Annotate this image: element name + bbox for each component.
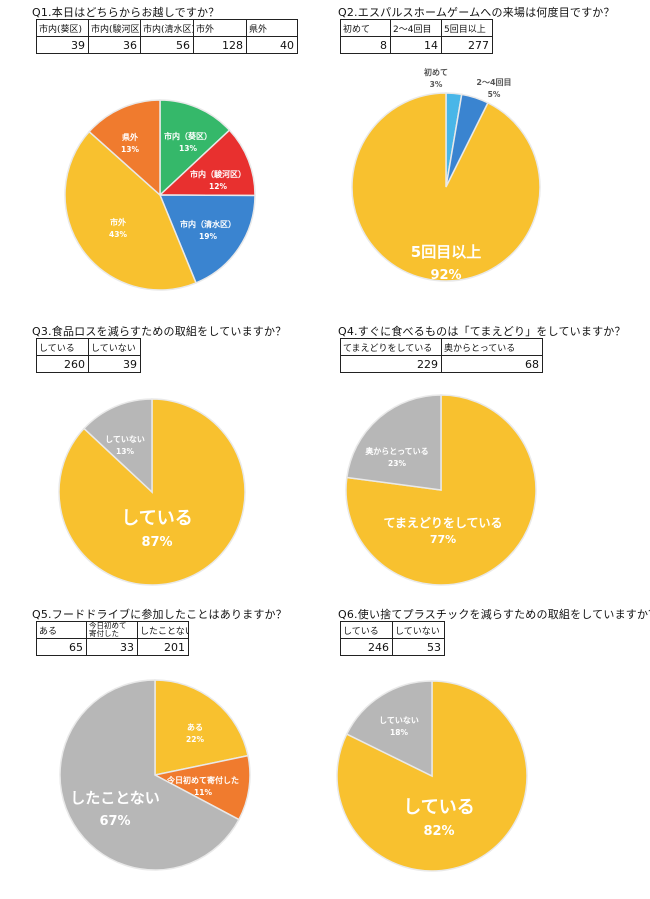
q5-value-cell: 33: [86, 638, 138, 656]
q2-table: 初めて 2～4回目 5回目以上 8 14 277: [340, 19, 493, 54]
q2-value-cell: 8: [340, 36, 391, 54]
q6-slice-pct-0: 82%: [423, 824, 454, 839]
q4-slice-1: [345, 394, 442, 491]
q2-slice-pct-2: 92%: [430, 268, 461, 283]
q2-slice-pct-1: 5%: [488, 90, 501, 99]
q6-title: Q6.使い捨てプラスチックを減らすための取組をしていますか？: [338, 608, 650, 621]
q1-slice-2: [158, 194, 256, 284]
q3-value-cell: 39: [88, 355, 141, 373]
q3-slice-1: [82, 398, 153, 494]
q3-slice-label-0: している: [121, 508, 192, 529]
q2-header-cell: 初めて: [340, 19, 391, 37]
q2-header-cell: 2～4回目: [390, 19, 442, 37]
q5-header-cell-two-line: 今日初めて 寄付した: [86, 621, 138, 639]
q5-value-cell: 65: [36, 638, 87, 656]
q1-title: Q1.本日はどちらからお越しですか？: [32, 6, 220, 19]
q2-slice-label-1: 2～4回目: [476, 78, 511, 87]
q1-slice-3: [64, 130, 197, 291]
q6-header-cell: している: [340, 621, 393, 639]
q3-table: している していない 260 39: [36, 338, 141, 373]
q3-title: Q3.食品ロスを減らすための取組をしていますか？: [32, 325, 287, 338]
q5-value-cell: 201: [137, 638, 189, 656]
q1-slice-label-4: 県外: [122, 132, 138, 142]
q2-header-cell: 5回目以上: [441, 19, 493, 37]
q5-slice-0: [154, 679, 249, 776]
q1-table: 市内(葵区) 市内(駿河区) 市内(清水区) 市外 県外 39 36 56 12…: [36, 19, 298, 54]
q3-slice-label-1: していない: [105, 435, 145, 444]
q5-table: ある 今日初めて 寄付した したことない 65 33 201: [36, 621, 189, 656]
q1-slice-pct-3: 43%: [109, 230, 127, 239]
q1-slice-label-2: 市内（清水区）: [180, 219, 236, 229]
q5-header-cell: ある: [36, 621, 87, 639]
q1-value-cell: 56: [140, 36, 194, 54]
q3-header-cell: している: [36, 338, 89, 356]
q5-slice-label-2: したことない: [70, 789, 160, 807]
q6-slice-label-0: している: [403, 797, 474, 818]
q1-value-cell: 36: [88, 36, 141, 54]
q5-slice-pct-2: 67%: [99, 814, 130, 829]
q4-header-cell: てまえどりをしている: [340, 338, 442, 356]
q2-value-cell: 14: [390, 36, 442, 54]
q6-slice-1: [345, 680, 433, 778]
q2-slice-label-0: 初めて: [424, 67, 448, 77]
q1-slice-0: [159, 99, 231, 197]
q5-slice-label-1: 今日初めて寄付した: [166, 775, 239, 785]
q1-slice-label-1: 市内（駿河区）: [190, 169, 246, 179]
q6-slice-label-1: していない: [379, 716, 419, 725]
q1-slice-1: [158, 129, 256, 197]
q1-value-cell: 128: [193, 36, 247, 54]
q1-value-cell: 40: [246, 36, 298, 54]
q5-slice-pct-0: 22%: [186, 735, 204, 744]
q1-slice-pct-0: 13%: [179, 144, 197, 153]
q6-header-cell: していない: [392, 621, 445, 639]
q5-header-cell: したことない: [137, 621, 189, 639]
q4-table: てまえどりをしている 奥からとっている 229 68: [340, 338, 543, 373]
q4-value-cell: 68: [441, 355, 543, 373]
q5-slice-1: [152, 754, 251, 821]
q4-value-cell: 229: [340, 355, 442, 373]
q4-slice-label-0: てまえどりをしている: [383, 516, 502, 530]
q2-slice-2: [351, 92, 541, 282]
q3-header-cell: していない: [88, 338, 141, 356]
q4-header-cell: 奥からとっている: [441, 338, 543, 356]
q2-title: Q2.エスパルスホームゲームへの来場は何度目ですか？: [338, 6, 615, 19]
q3-slice-pct-0: 87%: [141, 535, 172, 550]
q4-slice-pct-1: 23%: [388, 459, 406, 468]
q1-slice-pct-2: 19%: [199, 232, 217, 241]
q5-header-line: 今日初めて: [89, 621, 127, 630]
q6-value-cell: 246: [340, 638, 393, 656]
q5-slice-2: [59, 679, 240, 871]
q2-value-cell: 277: [441, 36, 493, 54]
q1-slice-label-3: 市外: [110, 217, 126, 227]
q5-title: Q5.フードドライブに参加したことはありますか？: [32, 608, 287, 621]
q1-slice-label-0: 市内（葵区）: [164, 131, 212, 141]
q1-slice-pct-4: 13%: [121, 145, 139, 154]
q2-slice-label-2: 5回目以上: [411, 243, 481, 261]
q4-slice-label-1: 奥からとっている: [364, 446, 428, 456]
q5-slice-pct-1: 11%: [194, 788, 212, 797]
q4-slice-pct-0: 77%: [430, 533, 456, 546]
q6-table: している していない 246 53: [340, 621, 445, 656]
q4-title: Q4.すぐに食べるものは「てまえどり」をしていますか？: [338, 325, 626, 338]
q1-slice-4: [88, 99, 161, 197]
q1-slice-pct-1: 12%: [209, 182, 227, 191]
q2-slice-pct-0: 3%: [430, 80, 443, 89]
q5-slice-label-0: ある: [187, 723, 203, 732]
q5-header-line: 寄付した: [89, 629, 119, 638]
q6-value-cell: 53: [392, 638, 445, 656]
q3-slice-pct-1: 13%: [116, 447, 134, 456]
q3-value-cell: 260: [36, 355, 89, 373]
q6-slice-pct-1: 18%: [390, 728, 408, 737]
